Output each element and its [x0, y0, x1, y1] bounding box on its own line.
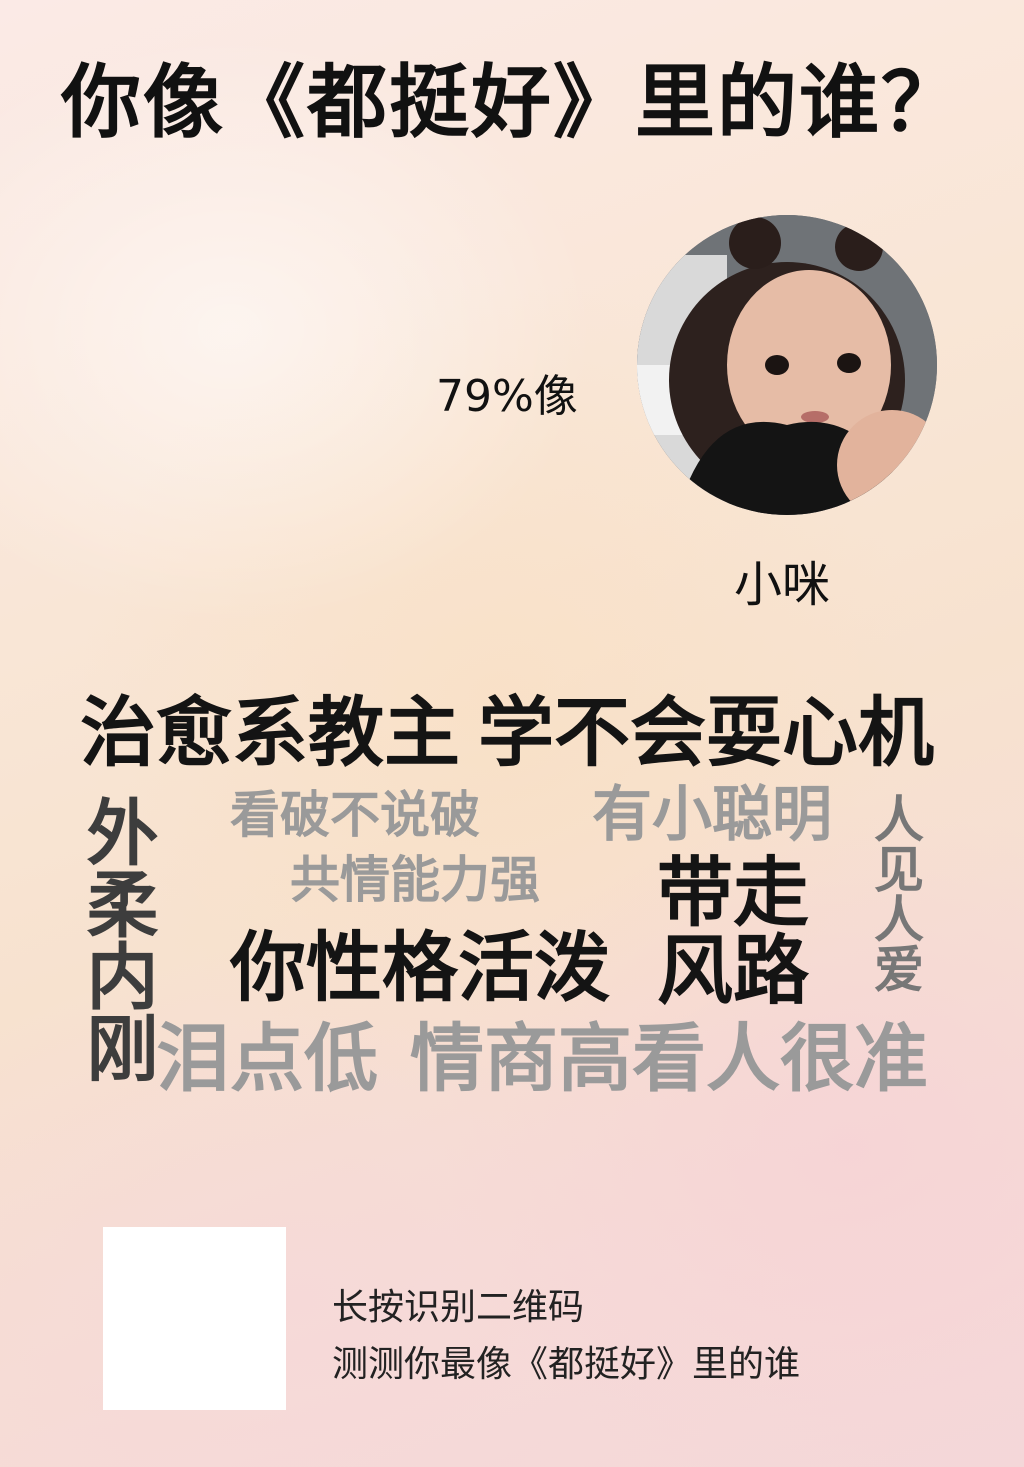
page-title: 你像《都挺好》里的谁？: [61, 56, 963, 149]
footer-line-1: 长按识别二维码: [332, 1287, 585, 1328]
trait-tag: 情商高看人很准: [410, 1016, 928, 1102]
avatar: [637, 215, 937, 515]
trait-tag: 你性格活泼: [230, 923, 610, 1012]
trait-tag: 带走: [657, 848, 809, 937]
trait-tag: 看破不说破: [230, 786, 480, 844]
footer-line-2: 测测你最像《都挺好》里的谁: [332, 1344, 801, 1385]
qr-code[interactable]: [103, 1227, 286, 1410]
trait-tag: 学不会耍心机: [478, 688, 934, 777]
trait-tag: 泪点低: [156, 1016, 378, 1102]
trait-tag: 人见人爱: [866, 793, 924, 993]
trait-tag: 风路: [657, 926, 809, 1015]
child-portrait-icon: [637, 215, 937, 515]
match-percent: 79%像: [436, 371, 578, 422]
character-name: 小咪: [734, 557, 831, 613]
trait-tag: 有小聪明: [592, 780, 832, 850]
trait-tag: 治愈系教主: [80, 688, 460, 777]
trait-tag: 共情能力强: [290, 851, 540, 909]
trait-tag: 外柔内刚: [74, 795, 158, 1083]
